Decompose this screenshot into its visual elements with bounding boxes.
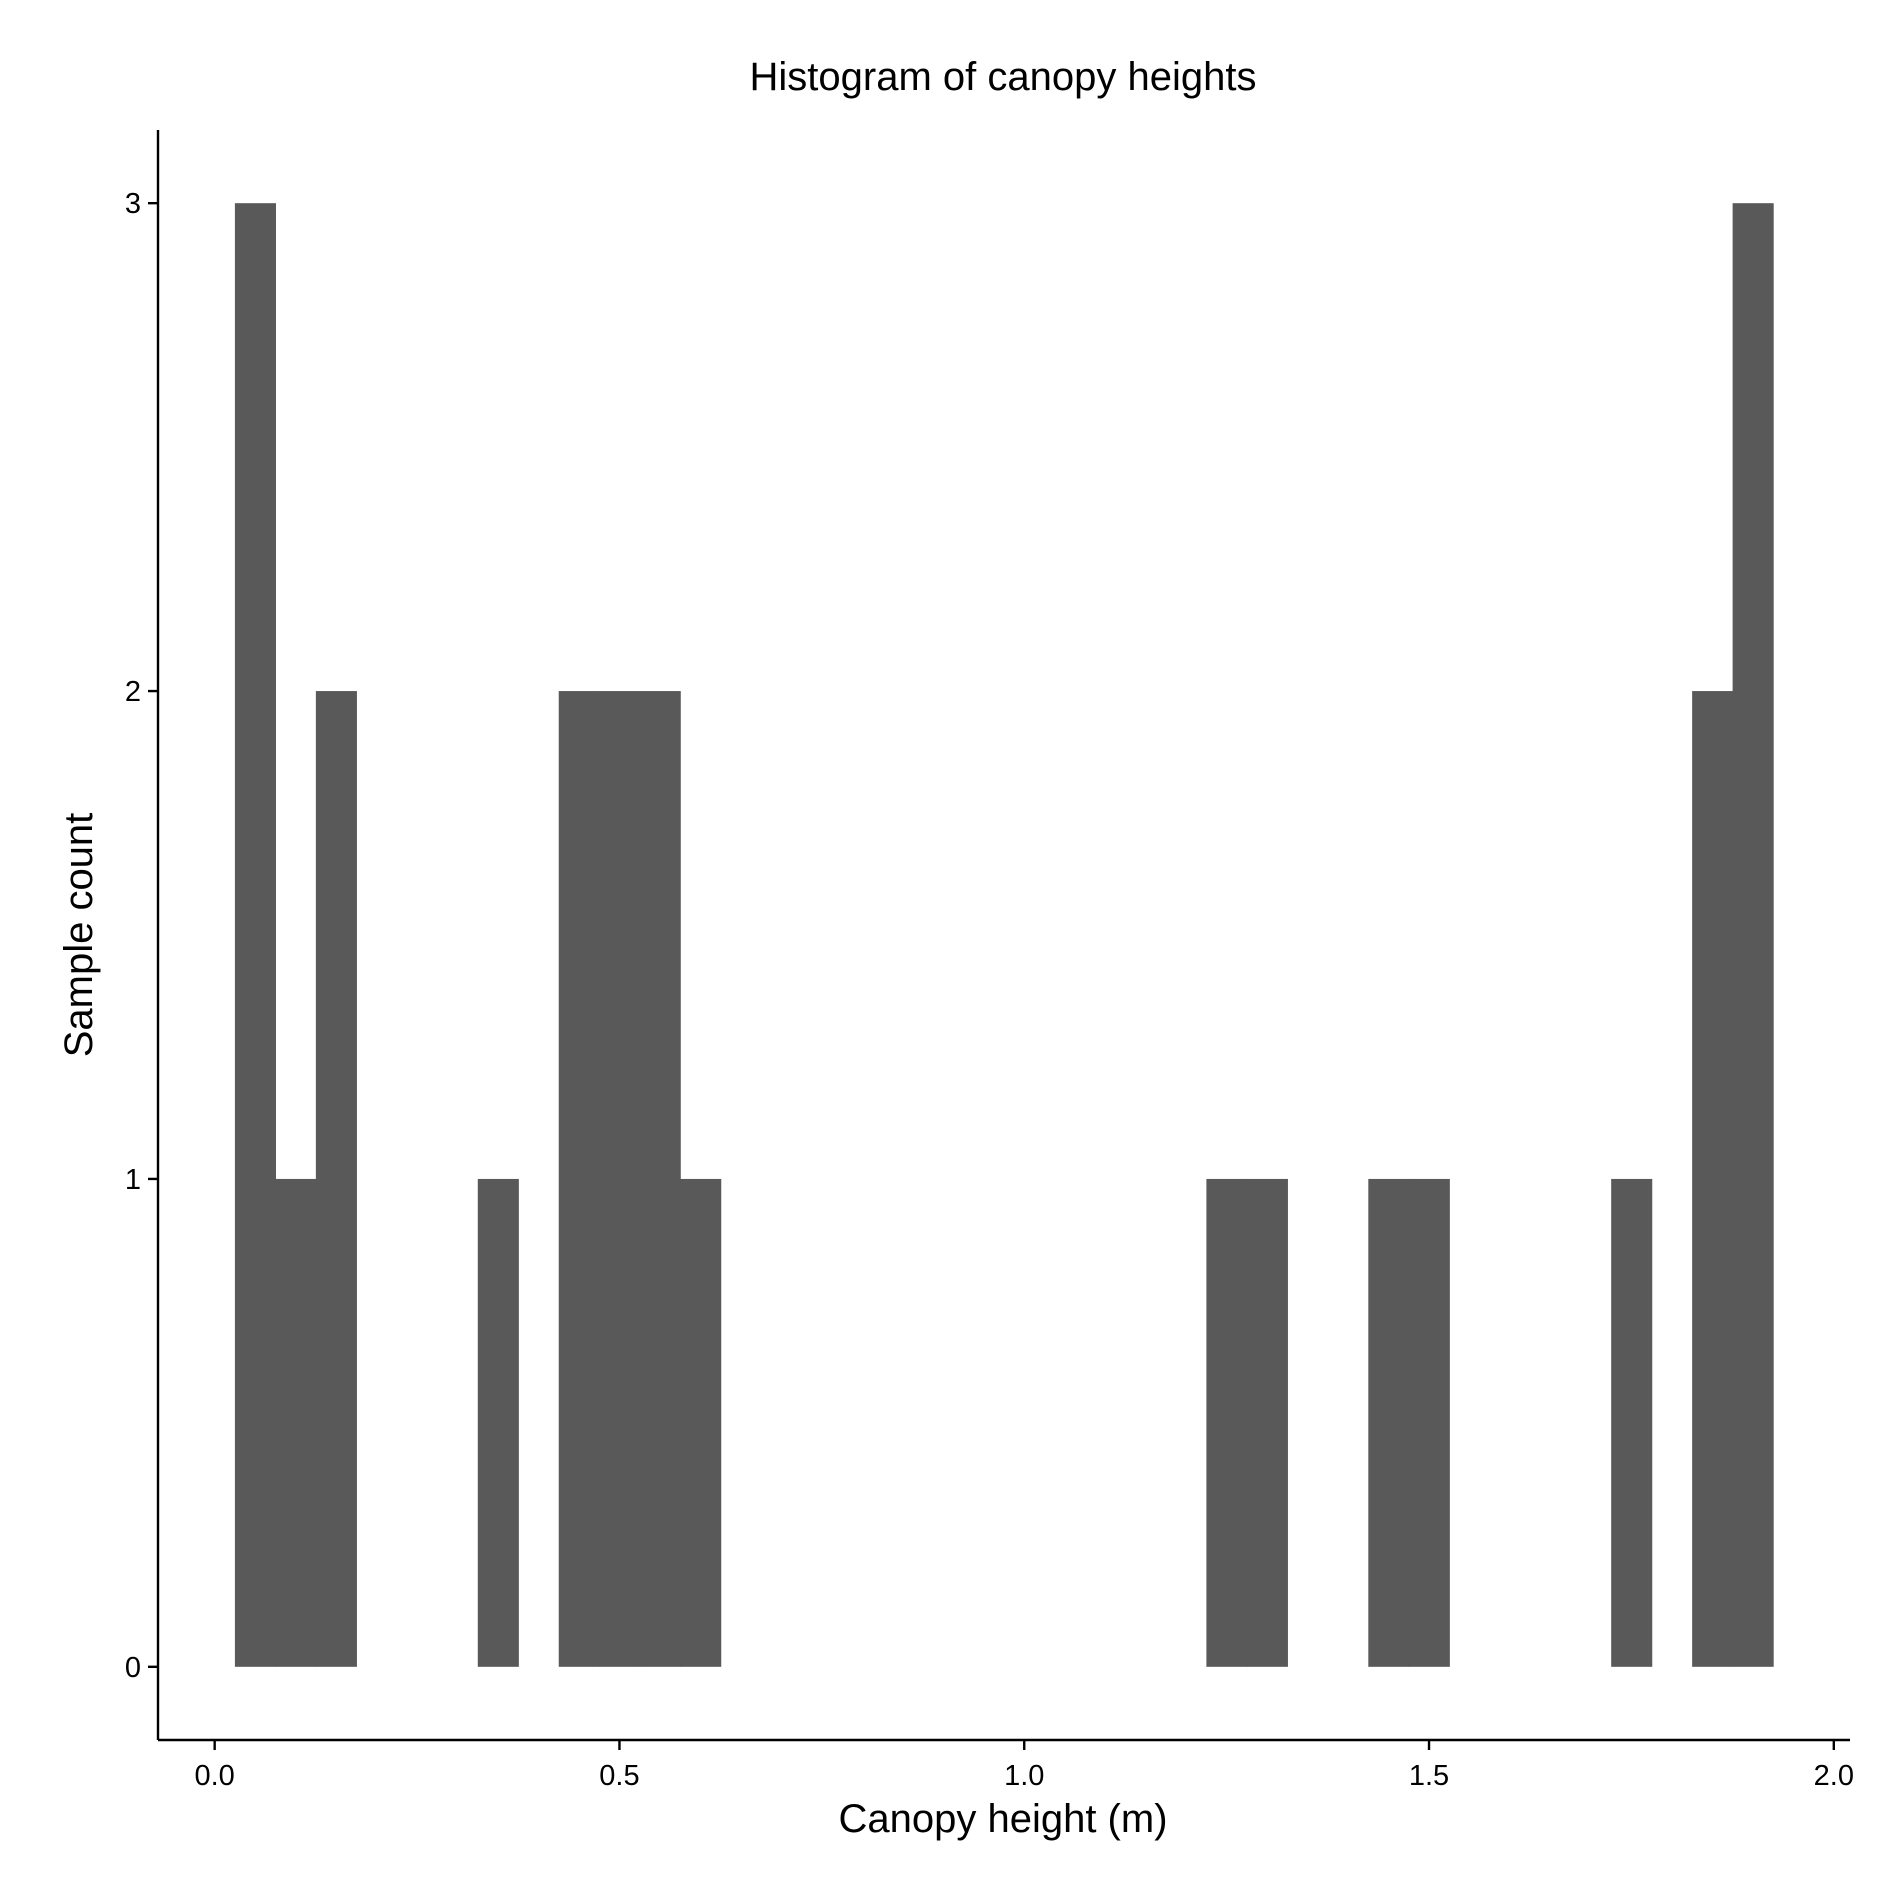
x-tick-label: 0.5 (599, 1760, 639, 1792)
x-tick-label: 0.0 (195, 1760, 235, 1792)
histogram-bar (680, 1178, 722, 1667)
x-tick-label: 1.0 (1004, 1760, 1044, 1792)
histogram-bar (1732, 203, 1774, 1667)
histogram-bar (1408, 1178, 1450, 1667)
histogram-bar (275, 1178, 317, 1667)
histogram-bar (599, 691, 641, 1667)
histogram-bar (315, 691, 357, 1667)
x-tick-label: 2.0 (1814, 1760, 1854, 1792)
y-tick-label: 2 (125, 676, 141, 708)
x-tick-label: 1.5 (1409, 1760, 1449, 1792)
histogram-bar (558, 691, 600, 1667)
y-tick-label: 1 (125, 1164, 141, 1196)
histogram-bar (1611, 1178, 1653, 1667)
histogram-bar (1246, 1178, 1288, 1667)
y-tick-label: 0 (125, 1652, 141, 1684)
histogram-bar (234, 203, 276, 1667)
histogram-bar (1692, 691, 1734, 1667)
y-tick-label: 3 (125, 188, 141, 220)
histogram-bar (639, 691, 681, 1667)
y-axis-title: Sample count (57, 813, 101, 1058)
histogram-bar (1368, 1178, 1410, 1667)
y-axis: 0 1 2 3 (125, 130, 160, 1740)
histogram-bars (234, 203, 1774, 1667)
histogram-bar (477, 1178, 519, 1667)
histogram-bar (1206, 1178, 1248, 1667)
x-axis: 0.0 0.5 1.0 1.5 2.0 (158, 1738, 1854, 1792)
x-axis-title: Canopy height (m) (838, 1797, 1167, 1841)
chart-title: Histogram of canopy heights (750, 55, 1257, 99)
